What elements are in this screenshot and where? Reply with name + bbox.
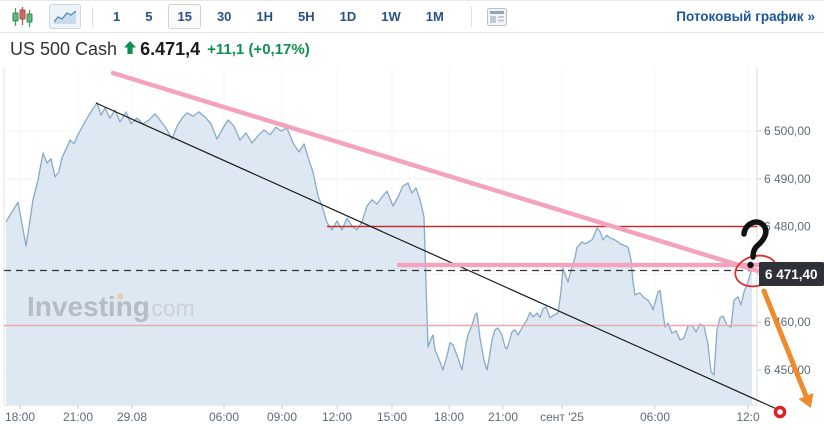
timeframe-button-15[interactable]: 15	[168, 4, 201, 29]
question-mark-stroke	[741, 219, 769, 260]
watermark-brand: Investing	[27, 291, 150, 322]
timeframe-button-1[interactable]: 1	[104, 4, 129, 29]
price-line	[5, 102, 753, 376]
instrument-name: US 500 Cash	[10, 38, 118, 59]
annotation-black-trendline	[95, 102, 780, 411]
x-axis-label: сент '25	[540, 410, 584, 424]
candlestick-chart-button[interactable]	[10, 5, 36, 29]
price-change: +11,1 (+0,17%)	[207, 40, 310, 58]
x-axis-label: 15:00	[377, 410, 407, 424]
chart-toolbar: 1 5 15 30 1H 5H 1D 1W 1M Потоковый график»	[0, 0, 824, 33]
timeframe-button-5[interactable]: 5	[136, 4, 161, 29]
x-axis-label: 29.08	[117, 410, 147, 424]
page-layout-icon	[486, 7, 507, 26]
area-chart-icon	[54, 10, 76, 24]
chevron-right-icon: »	[807, 9, 815, 24]
area-chart-button[interactable]	[49, 4, 81, 29]
x-axis-label: 12:0	[736, 410, 760, 424]
timeframe-button-1D[interactable]: 1D	[331, 4, 366, 29]
timeframe-group: 1 5 15 30 1H 5H 1D 1W 1M	[104, 4, 460, 29]
y-axis-label: 6 480,00	[764, 220, 811, 234]
annotation-orange-arrow-shaft	[761, 288, 809, 399]
price-up-arrow-icon	[124, 41, 137, 59]
x-axis-label: 12:00	[322, 410, 352, 424]
x-axis-label: 18:00	[434, 410, 464, 424]
x-axis-label: 21:00	[488, 410, 518, 424]
candlestick-icon	[12, 6, 33, 27]
last-price: 6.471,4	[140, 38, 201, 59]
question-mark-dot	[747, 261, 754, 269]
timeframe-button-5H[interactable]: 5H	[289, 4, 324, 29]
price-area-fill	[6, 102, 752, 406]
annotation-orange-arrow-head	[798, 393, 814, 409]
last-price-tag-value: 6 471,40	[765, 267, 818, 282]
annotation-question-mark	[741, 219, 769, 269]
toolbar-divider	[470, 6, 472, 27]
y-axis-label: 6 460,00	[764, 315, 811, 329]
last-price-tag	[759, 262, 824, 286]
y-axis-label: 6 490,00	[764, 172, 811, 186]
y-axis-label: 6 500,00	[764, 124, 811, 138]
streaming-chart-link[interactable]: Потоковый график»	[676, 9, 815, 24]
timeframe-button-1H[interactable]: 1H	[247, 4, 282, 29]
x-axis-label: 06:00	[640, 410, 670, 424]
timeframe-button-1W[interactable]: 1W	[372, 4, 410, 29]
price-chart: Investing .com 18:00 21:00 29.08 06:00 09:00…	[0, 64, 824, 430]
x-axis-label: 06:00	[209, 410, 239, 424]
x-axis-label: 21:00	[63, 410, 93, 424]
annotation-pink-trendline	[110, 70, 761, 274]
toolbar-divider	[92, 6, 93, 27]
x-axis-label: 18:00	[5, 410, 35, 424]
layout-button[interactable]	[485, 6, 509, 28]
timeframe-button-1M[interactable]: 1M	[417, 4, 453, 29]
timeframe-button-30[interactable]: 30	[208, 4, 240, 29]
streaming-chart-label: Потоковый график	[676, 9, 804, 24]
x-axis-label: 09:00	[267, 410, 297, 424]
price-chart-plot[interactable]: Investing .com 18:00 21:00 29.08 06:00 09:00…	[0, 64, 824, 430]
watermark-suffix: .com	[145, 295, 195, 321]
watermark-logo-dot	[117, 293, 124, 300]
annotation-red-ring-marker	[773, 405, 787, 419]
y-axis-label: 6 450,00	[764, 363, 811, 377]
quote-header: US 500 Cash 6.471,4 +11,1 (+0,17%)	[0, 34, 824, 64]
